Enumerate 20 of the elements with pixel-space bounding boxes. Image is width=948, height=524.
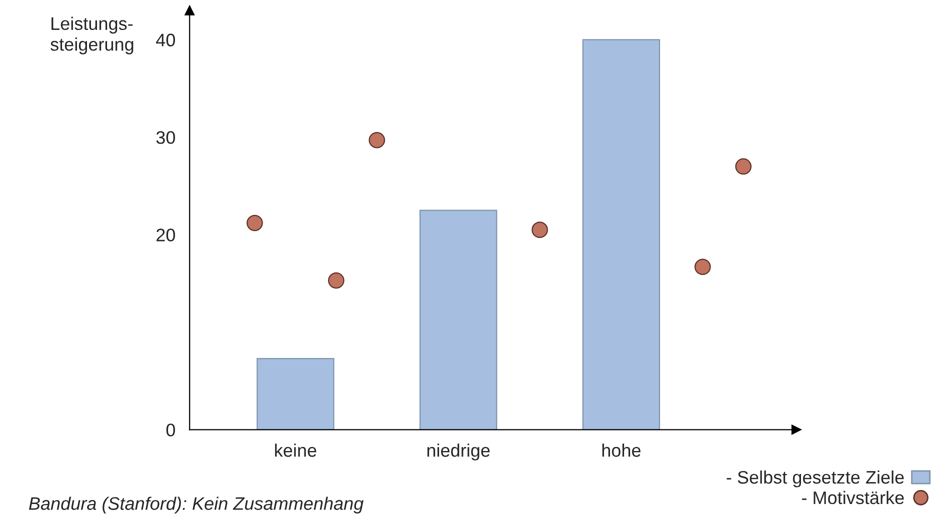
legend-label: - Motivstärke — [802, 490, 904, 504]
x-tick-label: keine — [275, 444, 316, 457]
y-tick-label: 30 — [156, 131, 176, 144]
point — [328, 272, 344, 289]
x-tick-label: niedrige — [427, 444, 490, 460]
point — [246, 214, 263, 232]
point — [694, 258, 711, 276]
y-tick-label: 20 — [156, 228, 176, 242]
bar — [420, 210, 498, 430]
legend-label: - Selbst gesetzte Ziele — [726, 470, 904, 488]
bar — [256, 358, 334, 430]
bar — [582, 39, 660, 430]
y-tick-label: 0 — [166, 424, 176, 436]
point — [532, 222, 548, 238]
text: Bandura (Stanford): Kein Zusammenhang — [28, 496, 364, 514]
x-tick-label: hohe — [602, 444, 641, 457]
y-tick-label: 40 — [156, 34, 176, 46]
y-axis-title: Leistungs- steigerung — [50, 16, 134, 54]
point — [368, 132, 386, 148]
point — [735, 158, 752, 175]
